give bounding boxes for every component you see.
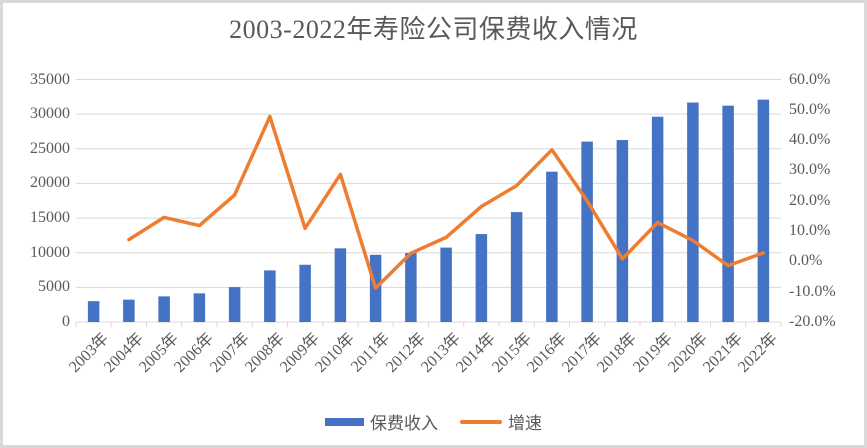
chart-title: 2003-2022年寿险公司保费收入情况 xyxy=(229,15,638,44)
bar-2005年 xyxy=(158,296,170,322)
y-axis-label-left: 30000 xyxy=(30,105,70,123)
bar-2009年 xyxy=(299,264,311,322)
y-axis-label-right: 10.0% xyxy=(789,222,831,240)
bar-2006年 xyxy=(193,293,206,322)
bar-2016年 xyxy=(546,171,558,322)
bar-2004年 xyxy=(123,299,135,322)
bar-2010年 xyxy=(334,248,347,322)
bar-2013年 xyxy=(440,247,452,322)
bar-2017年 xyxy=(581,141,593,322)
y-axis-label-right: -10.0% xyxy=(789,282,836,300)
legend-line-swatch xyxy=(460,419,502,424)
bar-2012年 xyxy=(405,253,417,322)
bar-2014年 xyxy=(475,234,488,322)
bar-2021年 xyxy=(722,105,734,322)
legend-line-label: 增速 xyxy=(508,414,542,433)
legend-bar-label: 保费收入 xyxy=(370,414,438,433)
bar-2003年 xyxy=(87,301,100,322)
y-axis-label-right: 60.0% xyxy=(789,70,831,88)
y-axis-label-left: 25000 xyxy=(30,139,70,157)
legend: 保费收入 增速 xyxy=(0,409,867,434)
y-axis-label-left: 15000 xyxy=(30,209,70,227)
y-axis-label-right: 40.0% xyxy=(789,131,831,149)
y-axis-label-left: 35000 xyxy=(30,70,70,88)
bar-2007年 xyxy=(228,287,241,322)
bar-2015年 xyxy=(510,212,523,322)
y-axis-label-right: -20.0% xyxy=(789,313,836,330)
y-axis-label-right: 30.0% xyxy=(789,161,831,179)
y-axis-label-left: 5000 xyxy=(38,278,70,296)
y-axis-label-left: 10000 xyxy=(30,243,70,261)
y-axis-label-right: 0.0% xyxy=(789,252,823,270)
growth-line xyxy=(127,114,766,290)
legend-bar-swatch xyxy=(325,417,364,426)
bar-2019年 xyxy=(651,116,664,323)
y-axis-label-left: 20000 xyxy=(30,174,70,192)
y-axis-label-left: 0 xyxy=(62,313,70,330)
y-axis-label-right: 50.0% xyxy=(789,100,831,118)
y-axis-label-right: 20.0% xyxy=(789,191,831,209)
bar-2020年 xyxy=(687,102,699,322)
bar-2018年 xyxy=(616,140,629,322)
bar-2008年 xyxy=(264,270,276,322)
bar-2022年 xyxy=(757,99,770,322)
